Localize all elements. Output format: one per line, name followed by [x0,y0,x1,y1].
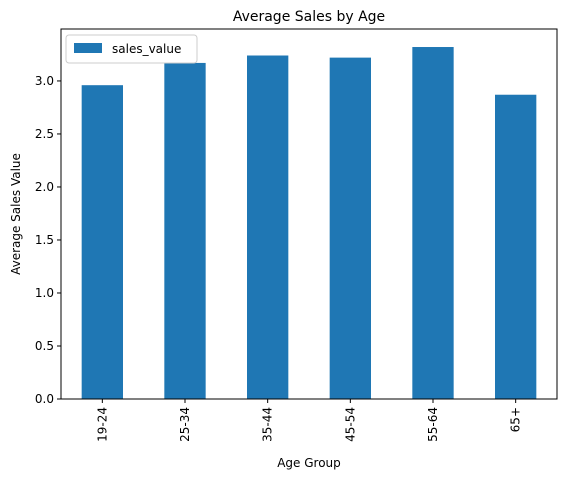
x-tick-label: 35-44 [261,407,275,442]
bars-group [81,47,537,400]
y-tick-label: 2.5 [35,127,54,141]
y-tick-label: 2.0 [35,180,54,194]
y-tick-label: 0.5 [35,339,54,353]
bar-55-64 [412,47,454,400]
y-tick-label: 3.0 [35,74,54,88]
x-tick-label: 25-34 [178,407,192,442]
legend-label: sales_value [112,42,181,56]
x-tick-label: 65+ [509,407,523,432]
legend: sales_value [65,34,198,64]
x-tick-label: 45-54 [343,407,357,442]
y-tick-label: 1.5 [35,233,54,247]
plot-frame [60,28,558,400]
x-tick-label: 19-24 [95,407,109,442]
y-tick-label: 0.0 [35,392,54,406]
bar-19-24 [81,85,123,399]
x-axis-label: Age Group [277,456,341,470]
y-tick-label: 1.0 [35,286,54,300]
x-axis: 19-24 25-34 35-44 45-54 55-64 65+ [95,399,523,442]
bar-25-34 [164,62,206,400]
bar-65+ [495,94,537,399]
chart-title: Average Sales by Age [233,9,385,25]
bar-45-54 [329,57,371,400]
x-tick-label: 55-64 [426,407,440,442]
legend-swatch [74,43,102,53]
legend-frame [65,34,198,64]
bar-35-44 [247,55,289,399]
y-axis-label: Average Sales Value [9,153,23,275]
y-axis: 0.0 0.5 1.0 1.5 2.0 2.5 3.0 [35,74,61,406]
